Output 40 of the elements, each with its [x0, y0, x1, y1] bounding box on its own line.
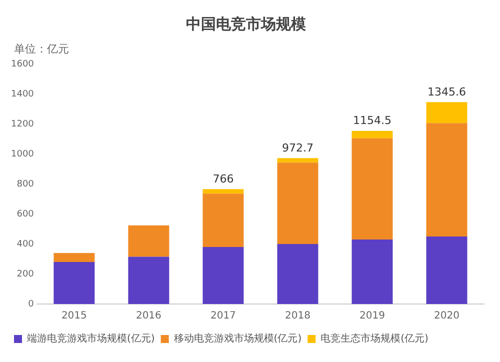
x-tick-label: 2018 — [284, 310, 310, 322]
bar — [426, 102, 468, 124]
legend-label: 移动电竞游戏市场规模(亿元) — [174, 332, 302, 345]
bar — [277, 158, 318, 163]
y-tick-label: 1400 — [11, 89, 34, 100]
y-tick-label: 1600 — [11, 59, 34, 70]
bar — [277, 162, 318, 244]
x-tick-label: 2020 — [434, 310, 460, 322]
x-tick-label: 2019 — [360, 310, 385, 322]
bar — [352, 138, 393, 240]
y-axis-title: 单位：亿元 — [14, 42, 69, 56]
bar — [426, 123, 468, 236]
bar — [202, 247, 244, 304]
x-tick-label: 2017 — [210, 310, 236, 322]
bar — [202, 194, 244, 247]
total-label: 972.7 — [282, 141, 314, 154]
bar — [54, 262, 95, 304]
y-tick-label: 200 — [16, 269, 34, 280]
y-tick-label: 800 — [16, 179, 34, 190]
y-tick-label: 400 — [16, 239, 34, 250]
bar — [128, 225, 170, 257]
bar — [352, 130, 393, 138]
y-tick-label: 1000 — [11, 149, 34, 160]
legend-label: 电竞生态市场规模(亿元) — [320, 332, 429, 345]
y-tick-label: 600 — [16, 209, 34, 220]
bar — [426, 236, 468, 304]
bar — [128, 256, 170, 304]
total-label: 1154.5 — [352, 114, 392, 128]
chart-title: 中国电竞市场规模 — [186, 14, 307, 33]
total-label: 1345.6 — [427, 86, 466, 99]
total-label: 766 — [212, 172, 234, 186]
legend-label: 端游电竞游戏市场规模(亿元) — [27, 332, 155, 345]
bar — [352, 240, 393, 304]
y-tick-label: 1200 — [11, 119, 34, 130]
x-tick-label: 2016 — [136, 310, 162, 322]
bar — [202, 189, 244, 194]
x-tick-label: 2015 — [61, 310, 87, 322]
bar — [54, 253, 95, 262]
y-tick-label: 0 — [28, 299, 34, 310]
bar — [277, 244, 318, 304]
